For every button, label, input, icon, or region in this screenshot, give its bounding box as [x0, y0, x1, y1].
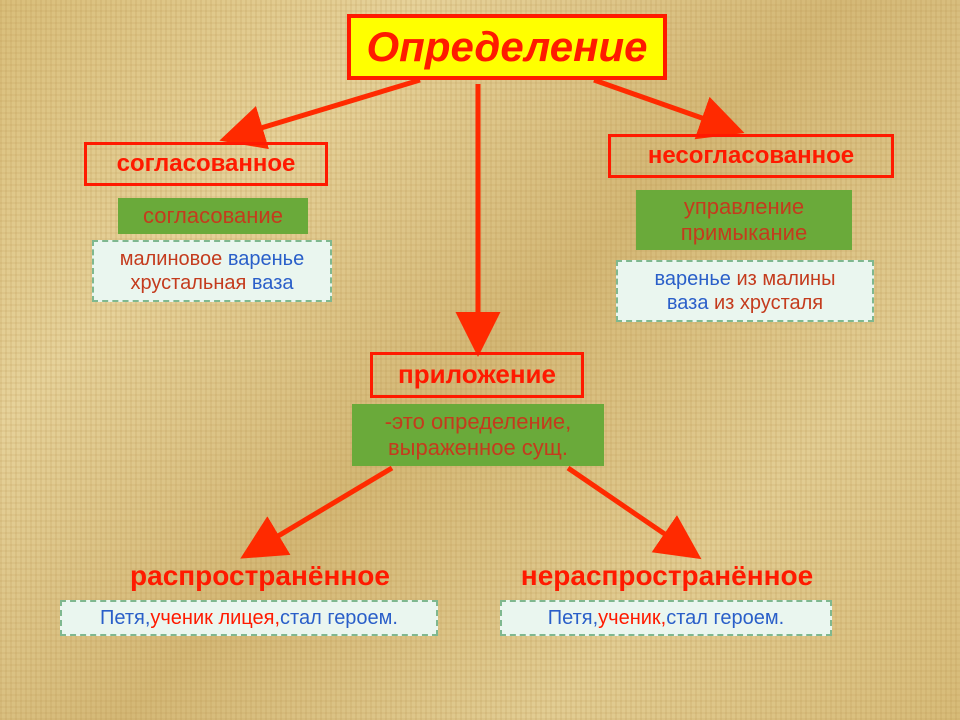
right-sub-l2: примыкание	[681, 220, 807, 246]
mid-sub-l2: выраженное сущ.	[388, 435, 568, 461]
root-label: Определение	[367, 22, 648, 72]
right-ex-line1: варенье из малины	[655, 267, 836, 291]
right-example: варенье из малины ваза из хрусталя	[616, 260, 874, 322]
mid-heading: приложение	[370, 352, 584, 398]
right-sub-l1: управление	[684, 194, 804, 220]
left-heading: согласованное	[84, 142, 328, 186]
bottom-left-heading: распространённое	[90, 558, 430, 594]
mid-sub: -это определение, выраженное сущ.	[352, 404, 604, 466]
right-heading: несогласованное	[608, 134, 894, 178]
bottom-right-heading: нераспространённое	[462, 558, 872, 594]
left-sub-text: согласование	[143, 203, 283, 229]
right-sub: управление примыкание	[636, 190, 852, 250]
mid-sub-l1: -это определение,	[385, 409, 572, 435]
bottom-left-example: Петя, ученик лицея, стал героем.	[60, 600, 438, 636]
left-sub: согласование	[118, 198, 308, 234]
left-heading-text: согласованное	[117, 150, 296, 179]
root-title: Определение	[347, 14, 667, 80]
right-heading-text: несогласованное	[648, 142, 854, 171]
bottom-right-example: Петя, ученик, стал героем.	[500, 600, 832, 636]
left-ex-line1: малиновое варенье	[120, 247, 304, 271]
left-ex-line2: хрустальная ваза	[131, 271, 294, 295]
left-example: малиновое варенье хрустальная ваза	[92, 240, 332, 302]
right-ex-line2: ваза из хрусталя	[667, 291, 823, 315]
mid-heading-text: приложение	[398, 359, 556, 390]
